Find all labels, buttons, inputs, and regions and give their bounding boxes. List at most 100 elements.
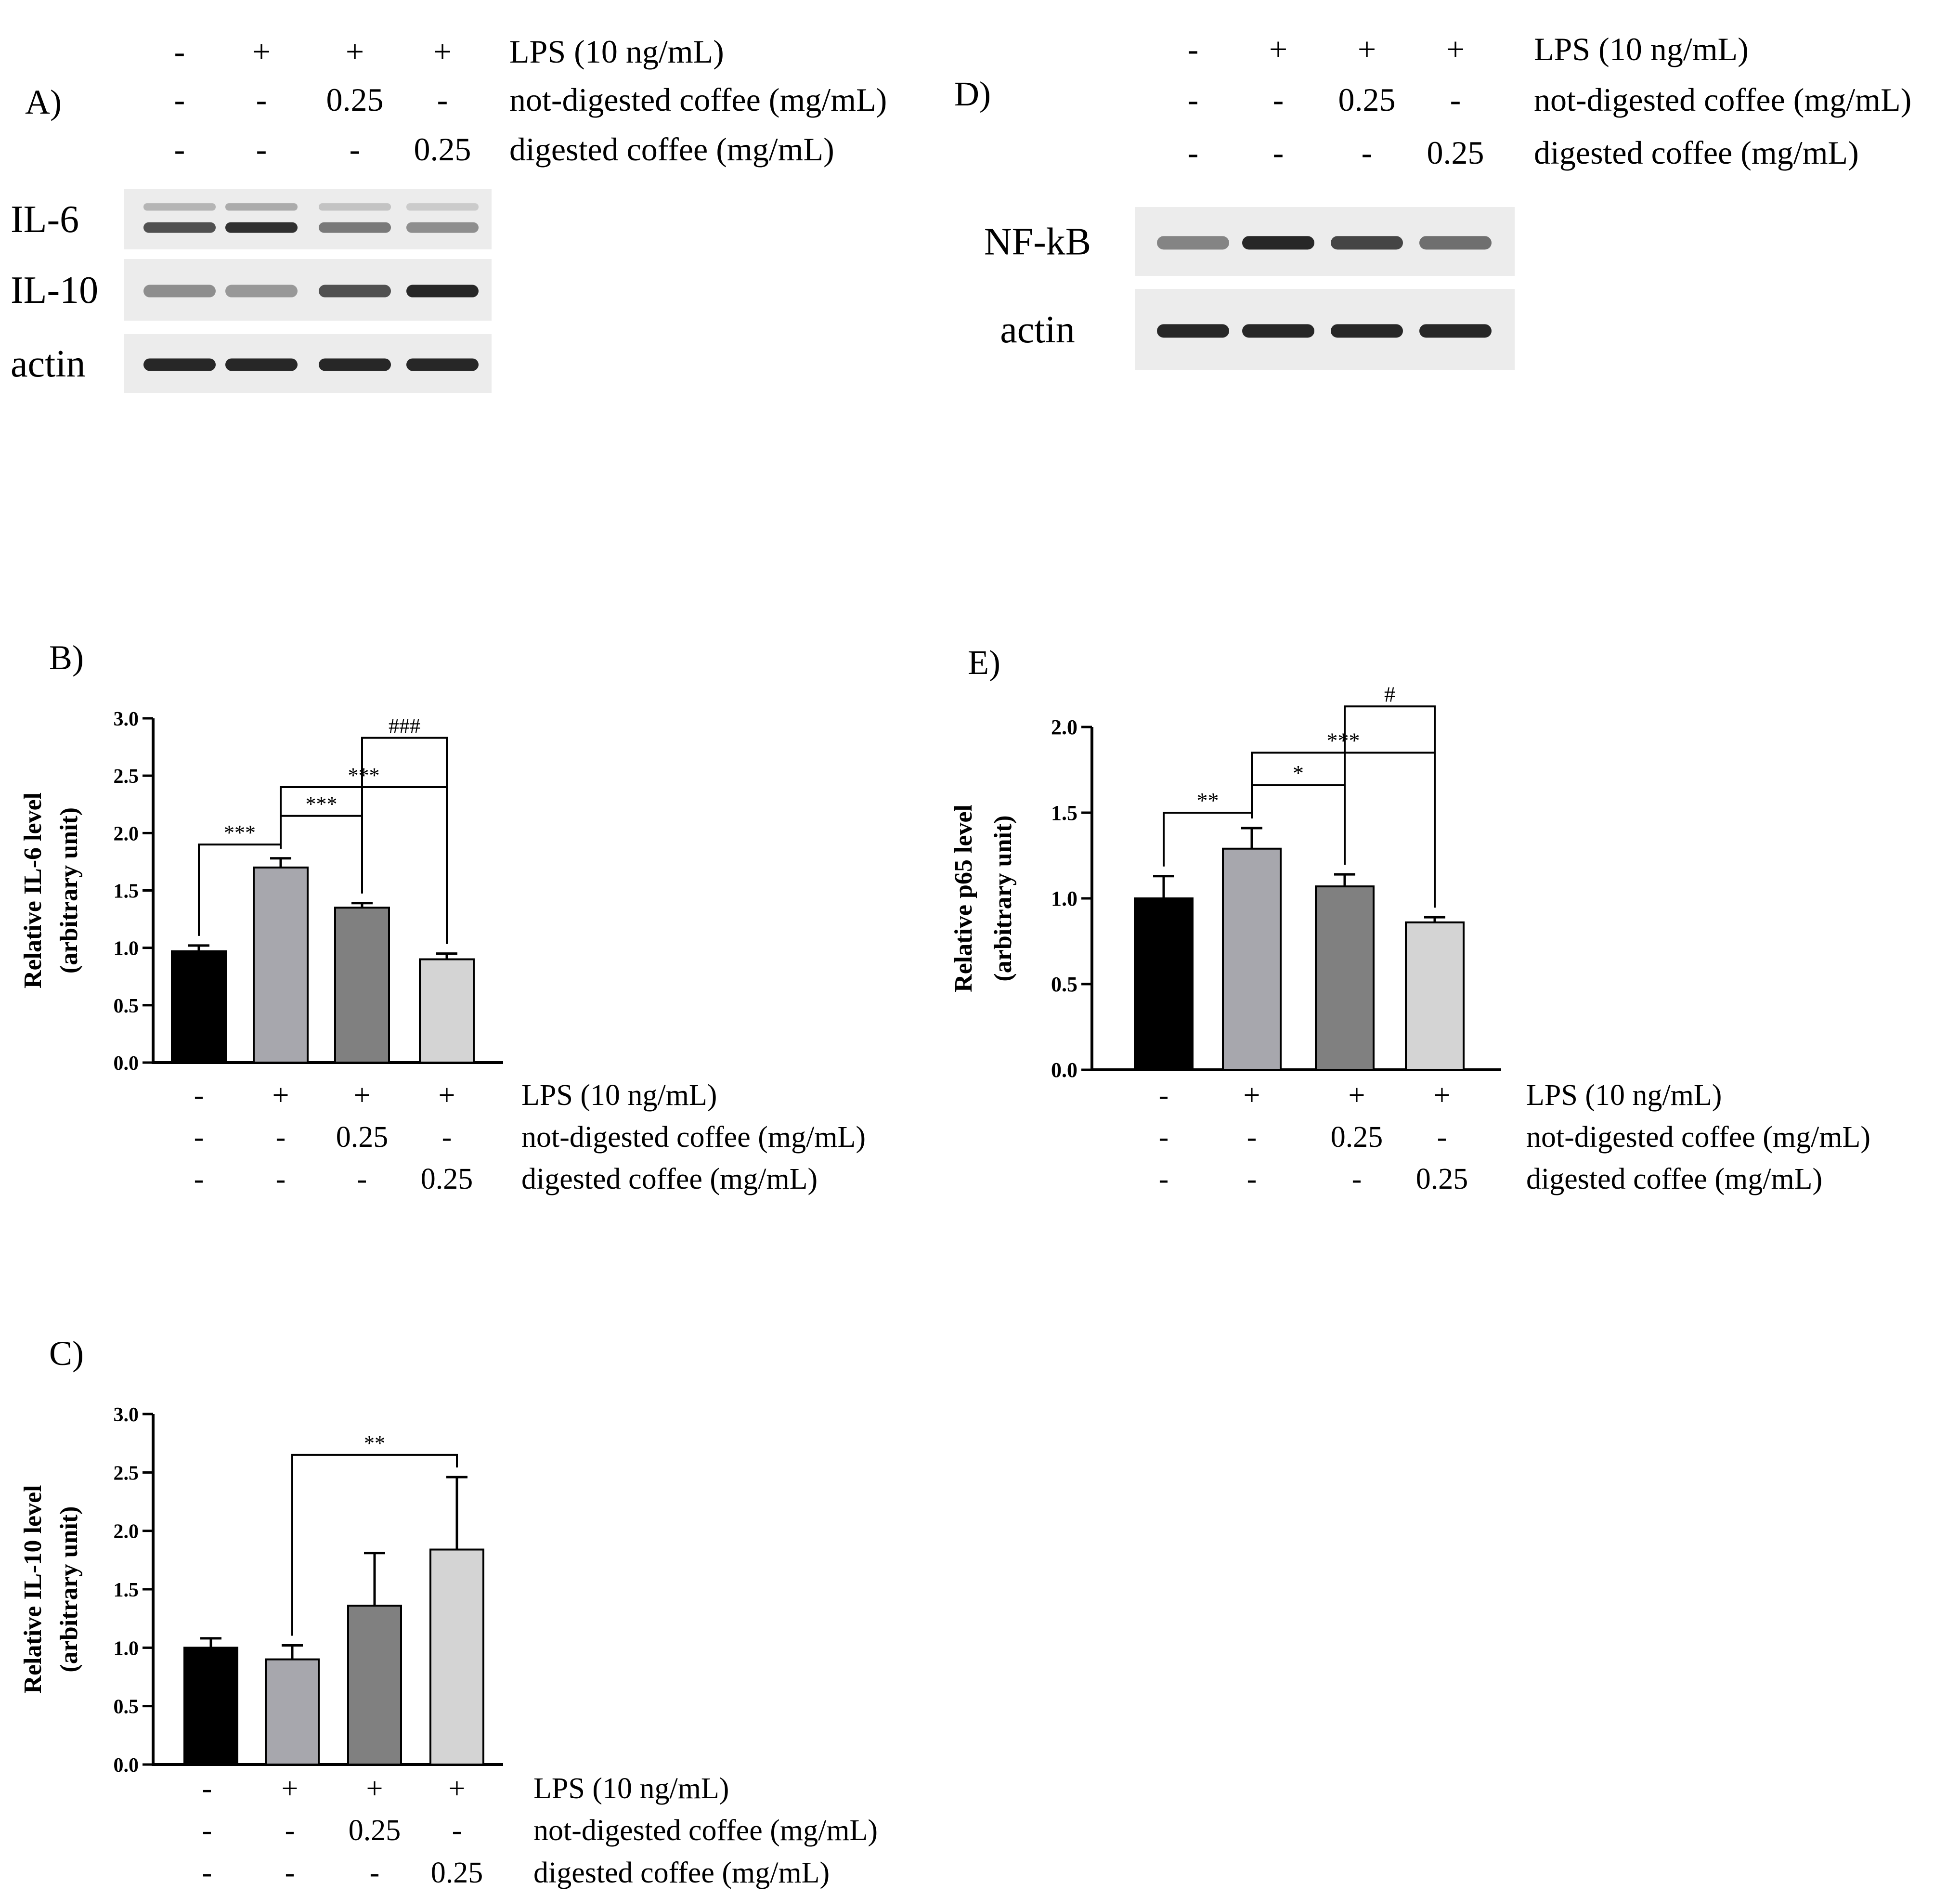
panel-a-blot-band-0-1 xyxy=(225,222,298,233)
chart-b-significance-label-2: *** xyxy=(348,764,380,787)
chart-c-treatment-row1-cell3: - xyxy=(452,1814,462,1847)
chart-c-panel-letter: C) xyxy=(49,1334,84,1373)
chart-c-significance-bracket-0 xyxy=(291,1454,458,1636)
panel-a-treatment-row2-cell3: 0.25 xyxy=(414,131,471,168)
chart-e-significance-label-1: * xyxy=(1293,761,1304,785)
panel-a-blot-band-1-3 xyxy=(406,285,479,298)
chart-e-treatment-row1-cell0: - xyxy=(1159,1121,1169,1154)
panel-d-treatment-row0-cell3: + xyxy=(1446,31,1465,67)
panel-a-treatment-row1-cell2: 0.25 xyxy=(326,81,384,118)
panel-a-treatment-row1-cell1: - xyxy=(256,81,267,118)
chart-b-significance-label-0: *** xyxy=(224,821,256,844)
chart-b-treatment-row2-cell0: - xyxy=(194,1163,204,1195)
chart-b-panel-letter: B) xyxy=(49,638,84,677)
chart-c-y-tick-label-5: 2.5 xyxy=(114,1462,139,1484)
chart-b-y-tick-label-4: 2.0 xyxy=(114,823,139,845)
chart-e-treatment-row2-label: digested coffee (mg/mL) xyxy=(1526,1163,1822,1195)
chart-c-y-tick-label-0: 0.0 xyxy=(114,1754,139,1777)
chart-c-treatment-row0-cell2: + xyxy=(366,1772,383,1805)
chart-e-treatment-row0-cell1: + xyxy=(1244,1079,1260,1112)
chart-c-treatment-row1-label: not-digested coffee (mg/mL) xyxy=(533,1814,878,1847)
chart-c-y-tick-label-4: 2.0 xyxy=(114,1521,139,1543)
chart-c-y-tick-label-1: 0.5 xyxy=(114,1696,139,1718)
chart-c-y-label-0: Relative IL-10 level xyxy=(19,1485,47,1693)
chart-e-treatment-row2-cell3: 0.25 xyxy=(1416,1163,1468,1195)
panel-d-blot-band-0-3 xyxy=(1419,236,1492,250)
panel-a-treatment-row0-cell2: + xyxy=(346,33,364,70)
chart-e-y-tick-label-3: 1.5 xyxy=(1051,801,1077,825)
chart-c-treatment-row0-cell3: + xyxy=(449,1772,466,1805)
panel-a-blot-label-2: actin xyxy=(11,343,85,385)
chart-e-treatment-row0-label: LPS (10 ng/mL) xyxy=(1526,1079,1722,1112)
chart-e-bar-3 xyxy=(1405,921,1465,1071)
panel-a-blot-band-0-0 xyxy=(143,222,216,233)
chart-c-y-tick-label-3: 1.5 xyxy=(114,1579,139,1601)
panel-a-blot-upper-band-0-0 xyxy=(143,203,216,211)
panel-d-treatment-row1-cell2: 0.25 xyxy=(1338,81,1396,118)
chart-c-treatment-row1-cell0: - xyxy=(202,1814,212,1847)
panel-d-blot-band-1-1 xyxy=(1242,324,1314,338)
panel-d-treatment-row1-cell3: - xyxy=(1450,81,1461,118)
panel-d-treatment-row1-cell1: - xyxy=(1273,81,1284,118)
chart-e-y-tick-label-2: 1.0 xyxy=(1051,887,1077,910)
chart-e-treatment-row1-cell3: - xyxy=(1437,1121,1447,1154)
chart-e-treatment-row1-cell1: - xyxy=(1247,1121,1257,1154)
panel-a-blot-band-0-2 xyxy=(319,222,391,233)
panel-d-letter: D) xyxy=(954,75,991,113)
chart-c-treatment-row2-label: digested coffee (mg/mL) xyxy=(533,1856,830,1889)
panel-a-blot-band-2-2 xyxy=(319,358,391,371)
chart-e-significance-label-0: ** xyxy=(1197,788,1219,813)
panel-a-treatment-row1-cell0: - xyxy=(174,81,185,118)
panel-a-blot-upper-band-0-2 xyxy=(319,203,391,211)
chart-b-y-label-1: (arbitrary unit) xyxy=(55,807,83,973)
chart-b-treatment-row1-cell3: - xyxy=(442,1121,452,1154)
chart-e-treatment-row2-cell0: - xyxy=(1159,1163,1169,1195)
panel-a-blot-label-1: IL-10 xyxy=(11,269,98,312)
panel-a-treatment-row0-cell1: + xyxy=(252,33,271,70)
panel-d-treatment-row0-label: LPS (10 ng/mL) xyxy=(1534,31,1749,67)
chart-c-treatment-row0-cell0: - xyxy=(202,1772,212,1805)
chart-b-treatment-row0-cell2: + xyxy=(354,1079,371,1112)
chart-e-treatment-row0-cell2: + xyxy=(1349,1079,1365,1112)
chart-b-treatment-row0-cell3: + xyxy=(439,1079,455,1112)
panel-d-treatment-row0-cell2: + xyxy=(1358,31,1376,67)
panel-d-blot-band-1-3 xyxy=(1419,324,1492,338)
chart-e-y-tick-label-1: 0.5 xyxy=(1051,973,1077,996)
panel-d-blot-band-0-0 xyxy=(1157,236,1229,250)
chart-c-significance-label-0: ** xyxy=(364,1431,385,1455)
panel-d-treatment-row2-cell0: - xyxy=(1188,134,1199,171)
chart-c-treatment-row2-cell1: - xyxy=(285,1856,295,1889)
panel-d-treatment-row1-label: not-digested coffee (mg/mL) xyxy=(1534,81,1911,118)
chart-e-treatment-row2-cell2: - xyxy=(1352,1163,1362,1195)
panel-a-treatment-row2-cell2: - xyxy=(350,131,361,168)
chart-e-treatment-row0-cell0: - xyxy=(1159,1079,1169,1112)
panel-d-blot-band-1-2 xyxy=(1331,324,1403,338)
panel-d-treatment-row2-label: digested coffee (mg/mL) xyxy=(1534,134,1859,171)
chart-e-significance-bracket-3 xyxy=(1344,705,1436,908)
panel-a-treatment-row0-label: LPS (10 ng/mL) xyxy=(509,33,724,70)
chart-b-treatment-row1-cell0: - xyxy=(194,1121,204,1154)
panel-a-blot-upper-band-0-1 xyxy=(225,203,298,211)
panel-d-treatment-row1-cell0: - xyxy=(1188,81,1199,118)
chart-e-bar-0 xyxy=(1134,897,1194,1071)
chart-c-bar-2 xyxy=(347,1604,402,1766)
chart-b-treatment-row1-label: not-digested coffee (mg/mL) xyxy=(521,1121,866,1154)
chart-e-treatment-row2-cell1: - xyxy=(1247,1163,1257,1195)
panel-a-treatment-row0-cell0: - xyxy=(174,33,185,70)
panel-a-treatment-row1-label: not-digested coffee (mg/mL) xyxy=(509,81,887,118)
panel-d-treatment-row2-cell2: - xyxy=(1362,134,1373,171)
chart-e-significance-label-3: # xyxy=(1384,682,1395,706)
panel-a-blot-band-2-0 xyxy=(143,358,216,371)
chart-c-treatment-row1-cell2: 0.25 xyxy=(349,1814,401,1847)
chart-b-significance-bracket-3 xyxy=(361,737,448,944)
panel-d-blot-label-1: actin xyxy=(1000,309,1075,351)
panel-a-treatment-row1-cell3: - xyxy=(437,81,448,118)
chart-c-treatment-row0-label: LPS (10 ng/mL) xyxy=(533,1772,729,1805)
chart-e-bar-2 xyxy=(1315,885,1375,1071)
chart-b-treatment-row0-cell1: + xyxy=(273,1079,289,1112)
chart-e-significance-label-2: *** xyxy=(1327,728,1360,753)
chart-c-y-tick-label-2: 1.0 xyxy=(114,1637,139,1660)
chart-c-treatment-row1-cell1: - xyxy=(285,1814,295,1847)
chart-b-treatment-row2-cell3: 0.25 xyxy=(421,1163,473,1195)
chart-c-treatment-row2-cell2: - xyxy=(370,1856,380,1889)
